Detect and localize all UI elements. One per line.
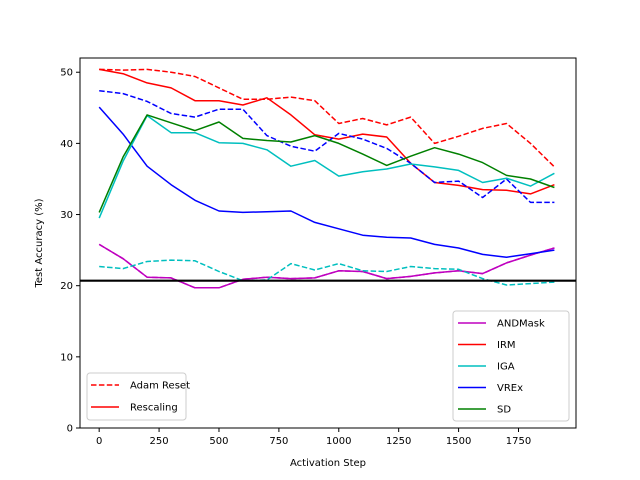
y-axis-ticks: 0 10 20 30 40 50 <box>60 68 80 435</box>
y-axis-label: Test Accuracy (%) <box>34 198 45 288</box>
series-line-andmask-rescaling <box>98 243 555 289</box>
x-tick-label: 1750 <box>506 436 531 447</box>
x-tick-label: 1500 <box>446 436 471 447</box>
legend-methods-box <box>452 310 570 422</box>
series-line-vrex-adam-reset <box>99 89 555 204</box>
y-tick-label: 20 <box>60 281 73 292</box>
series-line-iga-rescaling <box>98 114 555 219</box>
legend-label-rescaling: Rescaling <box>130 403 178 414</box>
y-tick-label: 40 <box>60 139 73 150</box>
series-line-irm-adam-reset <box>99 68 555 168</box>
legend-methods: ANDMask IRM IGA VREx SD <box>452 310 570 422</box>
x-tick-label: 500 <box>209 436 228 447</box>
series-line-irm-rescaling <box>99 68 555 195</box>
y-tick-label: 30 <box>60 210 73 221</box>
x-axis-label: Activation Step <box>290 458 366 469</box>
series-line-sd-rescaling <box>98 114 555 213</box>
series-line-vrex-rescaling <box>98 106 555 258</box>
y-tick-label: 10 <box>60 352 73 363</box>
y-tick-label: 50 <box>60 68 73 79</box>
legend-label-irm: IRM <box>497 340 516 351</box>
x-axis-ticks: 0 250 500 750 1000 1250 1500 1750 <box>96 428 531 447</box>
series-line-iga-adam-reset <box>99 259 555 286</box>
x-tick-label: 250 <box>150 436 169 447</box>
x-tick-label: 0 <box>96 436 102 447</box>
legend-label-adam-reset: Adam Reset <box>130 381 190 392</box>
series-layer <box>98 68 555 289</box>
legend-label-andmask: ANDMask <box>497 319 545 330</box>
legend-label-sd: SD <box>497 405 511 416</box>
legend-label-vrex: VREx <box>497 383 523 394</box>
x-tick-label: 1250 <box>386 436 411 447</box>
plot-frame <box>79 57 577 429</box>
legend-line-styles: Adam Reset Rescaling <box>86 372 190 421</box>
y-tick-label: 0 <box>67 424 73 435</box>
x-tick-label: 1000 <box>326 436 351 447</box>
legend-label-iga: IGA <box>497 362 515 373</box>
x-tick-label: 750 <box>269 436 288 447</box>
